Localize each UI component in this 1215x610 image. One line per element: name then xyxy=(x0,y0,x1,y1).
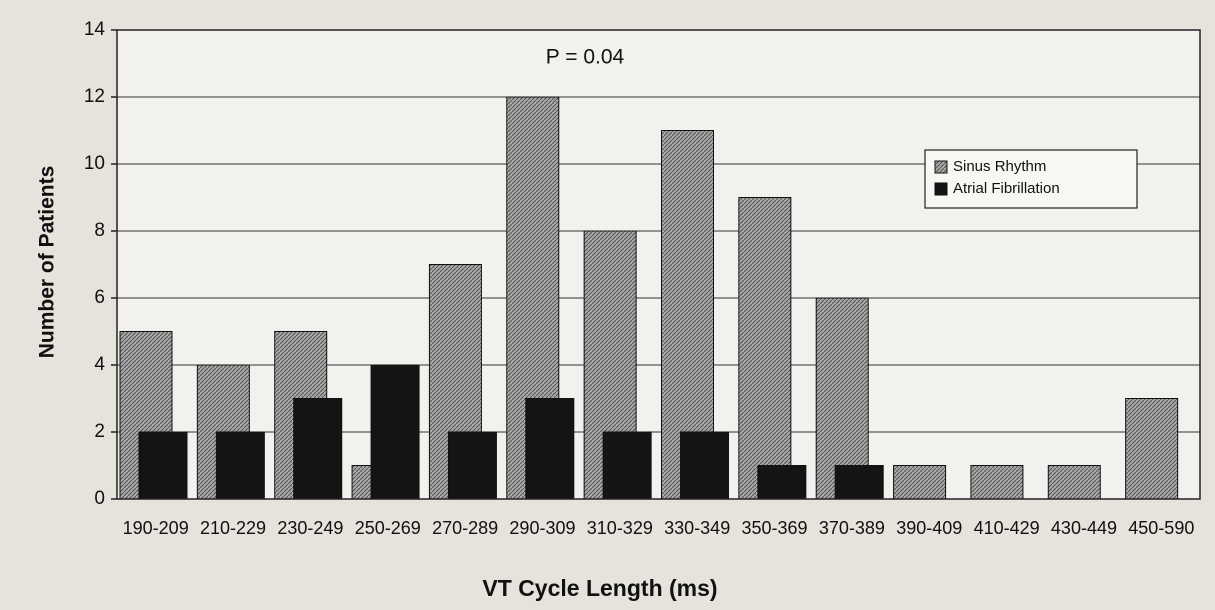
legend-swatch xyxy=(934,160,948,174)
af-bar xyxy=(293,398,343,500)
af-bar xyxy=(138,431,188,500)
legend-box xyxy=(924,149,1138,209)
x-tick-label: 390-409 xyxy=(896,518,962,538)
plot-frame xyxy=(116,29,1201,500)
x-tick-label: 290-309 xyxy=(509,518,575,538)
af-bar xyxy=(370,364,420,500)
x-tick-label: 190-209 xyxy=(123,518,189,538)
sinus-bar xyxy=(1125,398,1179,500)
y-tick-label: 6 xyxy=(94,287,105,308)
x-tick-label: 350-369 xyxy=(742,518,808,538)
y-tick-label: 10 xyxy=(84,153,105,174)
sinus-bar xyxy=(970,465,1024,500)
af-bar xyxy=(602,431,652,500)
x-tick-label: 430-449 xyxy=(1051,518,1117,538)
legend-label: Sinus Rhythm xyxy=(953,158,1046,175)
x-tick-label: 270-289 xyxy=(432,518,498,538)
af-bar xyxy=(680,431,729,500)
y-tick-label: 4 xyxy=(94,354,105,375)
legend-swatch xyxy=(934,182,948,196)
y-tick-label: 0 xyxy=(94,488,105,509)
sinus-bar xyxy=(1047,465,1101,500)
x-tick-label: 330-349 xyxy=(664,518,730,538)
x-tick-label: 230-249 xyxy=(277,518,343,538)
y-tick-label: 2 xyxy=(94,421,105,442)
y-tick-label: 8 xyxy=(94,220,105,241)
sinus-bar xyxy=(738,197,792,500)
x-tick-label: 210-229 xyxy=(200,518,266,538)
sinus-bar xyxy=(893,465,947,500)
legend-label: Atrial Fibrillation xyxy=(953,180,1060,197)
y-axis-label: Number of Patients xyxy=(36,166,59,359)
x-tick-label: 310-329 xyxy=(587,518,653,538)
x-tick-label: 450-590 xyxy=(1128,518,1194,538)
annotation: P = 0.04 xyxy=(546,46,625,69)
x-axis-label: VT Cycle Length (ms) xyxy=(482,575,717,601)
x-tick-label: 250-269 xyxy=(355,518,421,538)
y-tick-label: 12 xyxy=(84,86,105,107)
af-bar xyxy=(447,431,497,500)
af-bar xyxy=(215,431,265,500)
x-tick-label: 410-429 xyxy=(974,518,1040,538)
y-tick-label: 14 xyxy=(84,19,106,40)
af-bar xyxy=(757,465,807,500)
x-tick-label: 370-389 xyxy=(819,518,885,538)
af-bar xyxy=(834,465,884,500)
af-bar xyxy=(525,398,575,500)
